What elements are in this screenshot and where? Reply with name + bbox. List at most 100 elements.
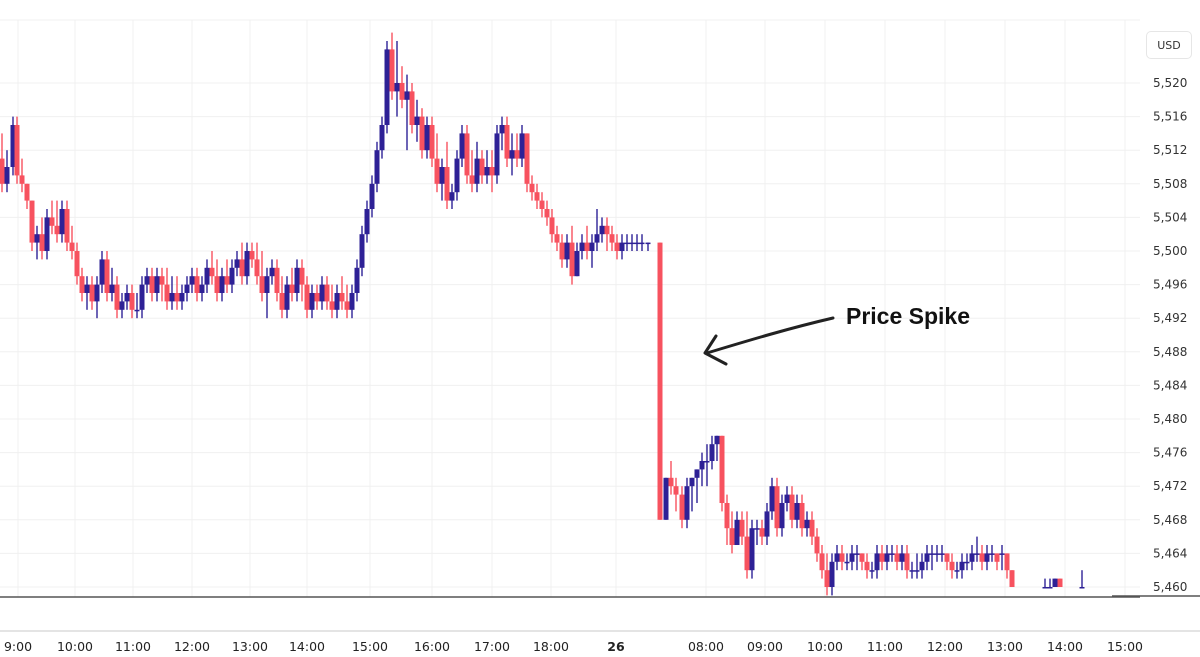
candle (859, 553, 865, 571)
candle (179, 284, 185, 310)
candle (734, 511, 740, 545)
candle (639, 234, 645, 251)
price-tick-label: 5,464 (1153, 546, 1187, 560)
candle (559, 234, 565, 268)
candle (394, 41, 400, 117)
candle (919, 553, 925, 579)
price-tick-label: 5,472 (1153, 479, 1187, 493)
time-tick-label: 16:00 (414, 639, 450, 654)
candle (999, 545, 1005, 571)
candle (584, 225, 590, 260)
time-tick-label: 13:00 (987, 639, 1023, 654)
candle (454, 150, 460, 201)
candle (844, 553, 850, 571)
grid-lines (0, 19, 1140, 597)
time-tick-label: 15:00 (1107, 639, 1143, 654)
candle (114, 276, 120, 319)
candle (909, 561, 915, 579)
candle (434, 133, 440, 193)
currency-button[interactable]: USD (1146, 31, 1192, 59)
candle (79, 267, 85, 302)
candle (784, 486, 790, 512)
candle (414, 99, 420, 142)
candle (449, 183, 455, 209)
candle (964, 553, 970, 571)
candle (1004, 553, 1010, 579)
candle (234, 251, 240, 277)
candle (699, 452, 705, 487)
candle (89, 276, 95, 310)
price-tick-label: 5,508 (1153, 177, 1187, 191)
time-tick-label: 11:00 (867, 639, 903, 654)
candle (64, 200, 70, 251)
candle (944, 553, 950, 571)
candle (209, 251, 215, 285)
candle (489, 150, 495, 193)
candle (189, 267, 195, 293)
candle (149, 267, 155, 302)
candle (1042, 578, 1048, 589)
candle (274, 259, 280, 302)
candle (119, 293, 125, 319)
candle (694, 469, 700, 503)
candle (374, 141, 380, 193)
candle (1009, 570, 1015, 587)
candle (624, 234, 630, 251)
candle (239, 242, 245, 285)
candle (244, 242, 250, 285)
time-tick-label: 13:00 (232, 639, 268, 654)
candle (459, 125, 465, 167)
candle (379, 116, 385, 159)
price-tick-label: 5,460 (1153, 580, 1187, 594)
candle (1057, 578, 1063, 587)
candle (99, 251, 105, 293)
candle (594, 209, 600, 251)
candle (614, 234, 620, 260)
candle (529, 175, 535, 201)
candle (479, 150, 485, 184)
arrow-left-icon (703, 316, 835, 366)
price-tick-label: 5,468 (1153, 513, 1187, 527)
candle (774, 477, 780, 537)
time-tick-label: 26 (607, 639, 625, 654)
candle (229, 259, 235, 293)
candle (59, 200, 65, 243)
candle (549, 209, 555, 243)
time-tick-label: 12:00 (174, 639, 210, 654)
candle (604, 217, 610, 251)
candle (779, 494, 785, 537)
candle (924, 545, 930, 571)
candle (959, 553, 965, 579)
candle (869, 561, 875, 579)
price-tick-label: 5,480 (1153, 412, 1187, 426)
candle (668, 461, 674, 495)
candle (399, 66, 405, 109)
candle (599, 217, 605, 243)
candle (219, 267, 225, 302)
candle (889, 545, 895, 562)
candle (169, 276, 175, 310)
time-tick-label: 14:00 (1047, 639, 1083, 654)
candle (154, 267, 160, 302)
candle (254, 242, 260, 285)
candle (344, 284, 350, 319)
candle-series (0, 32, 1085, 596)
candle (54, 200, 60, 243)
candle (424, 116, 430, 159)
candle (939, 545, 945, 562)
time-axis[interactable]: 9:00 10:00 11:00 12:00 13:00 14:00 15:00 16:00 1… (4, 639, 1143, 654)
candle (849, 545, 855, 571)
candle (904, 545, 910, 579)
candle (864, 553, 870, 579)
price-tick-label: 5,492 (1153, 311, 1187, 325)
candle (74, 242, 80, 285)
candle (974, 536, 980, 562)
candle (439, 158, 445, 201)
time-tick-label: 18:00 (533, 639, 569, 654)
candle (724, 494, 730, 545)
candle (444, 141, 450, 209)
candle (884, 545, 890, 571)
price-axis[interactable]: 5,520 5,516 5,512 5,508 5,504 5,500 5,496 5,492… (1153, 76, 1187, 594)
candle (744, 511, 750, 579)
